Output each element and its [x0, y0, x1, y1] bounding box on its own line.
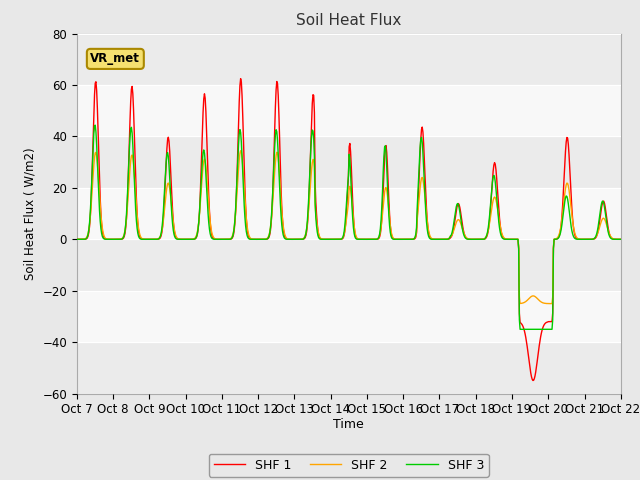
SHF 2 — [237, 148, 244, 154]
SHF 3 — [617, 237, 625, 242]
SHF 1 — [529, 378, 537, 384]
SHF 1 — [137, 235, 145, 241]
Legend: SHF 1, SHF 2, SHF 3: SHF 1, SHF 2, SHF 3 — [209, 454, 489, 477]
SHF 1 — [73, 237, 81, 242]
SHF 3 — [436, 237, 444, 242]
Line: SHF 3: SHF 3 — [77, 125, 621, 329]
Text: VR_met: VR_met — [90, 52, 140, 65]
SHF 3 — [92, 122, 99, 128]
SHF 1 — [285, 237, 292, 242]
Line: SHF 1: SHF 1 — [77, 79, 621, 381]
Line: SHF 2: SHF 2 — [77, 151, 621, 303]
SHF 1 — [237, 76, 244, 82]
SHF 3 — [517, 326, 525, 332]
SHF 2 — [137, 234, 145, 240]
SHF 2 — [436, 237, 444, 242]
SHF 2 — [264, 234, 272, 240]
Bar — [77, 34, 621, 85]
X-axis label: Time: Time — [333, 419, 364, 432]
SHF 1 — [436, 237, 444, 242]
SHF 3 — [406, 237, 413, 242]
SHF 1 — [264, 235, 272, 241]
SHF 2 — [406, 237, 413, 242]
Title: Soil Heat Flux: Soil Heat Flux — [296, 13, 401, 28]
SHF 3 — [285, 237, 292, 242]
SHF 2 — [285, 236, 292, 242]
Bar — [77, 240, 621, 291]
SHF 1 — [617, 237, 625, 242]
SHF 2 — [617, 237, 625, 242]
Bar — [77, 188, 621, 240]
SHF 2 — [73, 237, 81, 242]
Bar — [77, 136, 621, 188]
Bar — [77, 291, 621, 342]
SHF 1 — [406, 237, 413, 242]
Bar — [77, 85, 621, 136]
SHF 2 — [237, 149, 245, 155]
SHF 3 — [138, 236, 145, 242]
Y-axis label: Soil Heat Flux ( W/m2): Soil Heat Flux ( W/m2) — [24, 147, 36, 280]
SHF 3 — [237, 139, 245, 145]
SHF 3 — [264, 235, 272, 240]
SHF 2 — [545, 300, 553, 306]
SHF 3 — [73, 237, 81, 242]
Bar — [77, 342, 621, 394]
SHF 1 — [237, 79, 245, 85]
